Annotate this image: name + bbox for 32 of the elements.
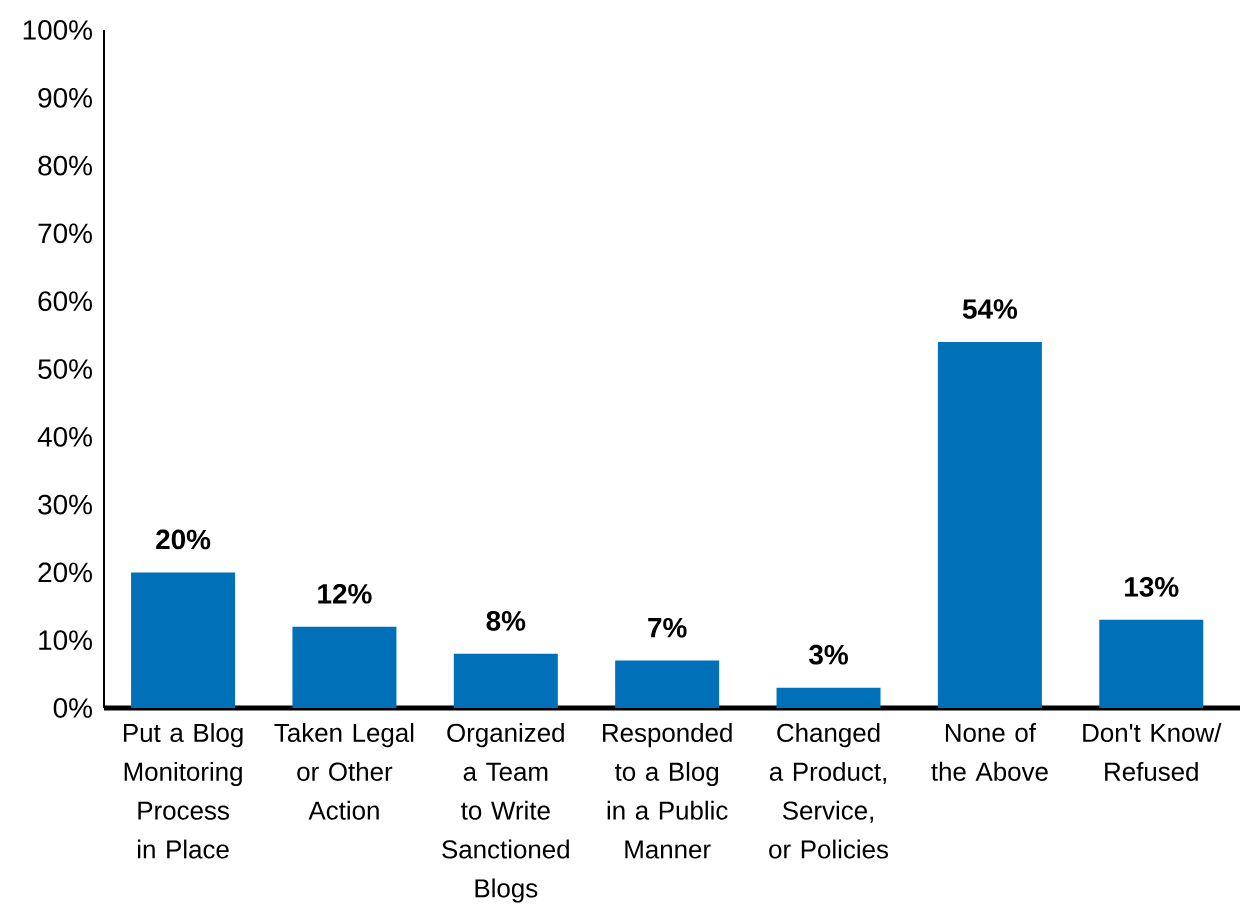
y-tick-label: 80% [38,155,92,176]
y-tick-label: 60% [38,291,92,312]
y-tick-label: 90% [38,87,92,108]
bar [1099,619,1204,708]
data-label: 54% [962,299,1018,319]
bar [453,653,558,708]
data-label: 8% [486,610,526,631]
y-tick-label: 0% [53,698,92,718]
y-tick-label: 10% [39,630,92,651]
x-tick-label: None of the Above [931,723,1048,781]
x-tick-label: Taken Legal or Other Action [274,723,414,820]
x-tick-label: Organized a Team to Write Sanctioned Blogs [442,723,569,903]
bar [615,660,720,708]
y-tick-label: 70% [38,223,92,244]
x-tick-label: Responded to a Blog in a Public Manner [603,723,732,859]
data-label: 13% [1125,577,1179,597]
bar [292,626,397,708]
x-tick-label: Don't Know/ Refused [1083,723,1222,781]
x-tick-label: Put a Blog Monitoring Process in Place [124,723,243,859]
y-tick-label: 50% [38,359,92,379]
data-label: 7% [648,617,687,638]
data-label: 12% [318,583,372,604]
bar [776,687,881,708]
y-tick-label: 30% [38,494,92,515]
data-label: 3% [809,644,848,665]
bar [131,572,236,708]
y-tick-label: 40% [37,426,92,447]
data-label: 20% [156,529,211,550]
y-tick-label: 20% [38,562,92,583]
x-tick-label: Changed a Product, Service, or Policies [769,723,889,859]
y-tick-label: 100% [23,20,92,40]
bar [937,341,1042,708]
